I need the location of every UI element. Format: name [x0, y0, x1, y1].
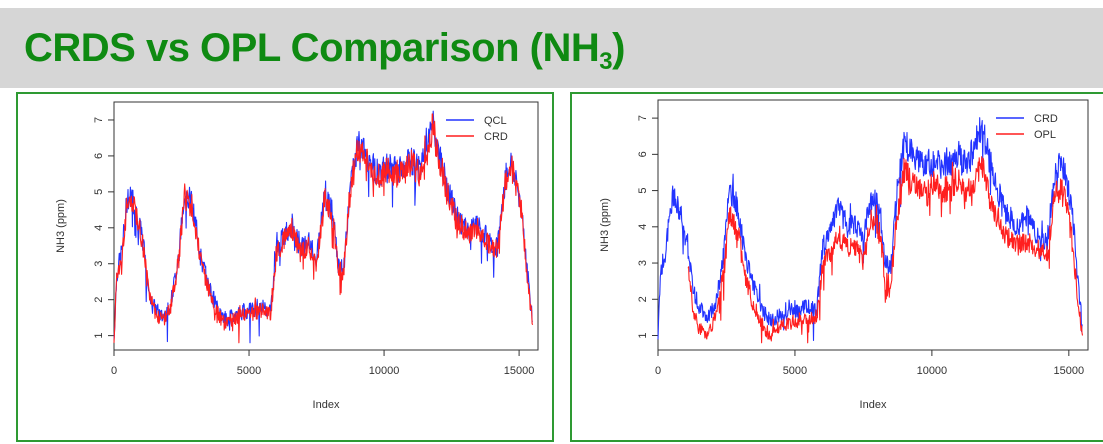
x-tick-label: 15000 [504, 365, 535, 377]
y-tick-label: 3 [637, 260, 649, 266]
x-tick-label: 10000 [369, 365, 400, 377]
y-tick-label: 2 [637, 296, 649, 302]
x-axis-label: Index [313, 399, 340, 411]
legend-label-crd: CRD [484, 131, 508, 143]
legend-label-qcl: QCL [484, 115, 507, 127]
y-tick-label: 7 [93, 117, 105, 123]
x-tick-label: 0 [655, 365, 661, 377]
x-tick-label: 5000 [783, 365, 807, 377]
y-axis-label: NH3 (ppm) [599, 198, 611, 252]
title-main: CRDS vs OPL Comparison (NH [24, 26, 599, 70]
chart-panel-right: 1 2 3 4 5 6 7 0 5000 10000 15000 Index NH3 (ppm) CRD O… [570, 92, 1103, 442]
title-subscript: 3 [599, 48, 612, 75]
series-line-crd [114, 114, 533, 343]
y-tick-label: 6 [637, 151, 649, 157]
chart-left: 1 2 3 4 5 6 7 0 5000 10000 15000 Index NH3 (ppm) QCL C… [18, 94, 556, 444]
y-tick-label: 7 [637, 115, 649, 121]
y-tick-label: 5 [637, 188, 649, 194]
series-line-opl [688, 157, 1082, 343]
legend-label-opl: OPL [1034, 129, 1056, 141]
chart-right: 1 2 3 4 5 6 7 0 5000 10000 15000 Index NH3 (ppm) CRD O… [572, 94, 1103, 444]
y-tick-label: 1 [93, 333, 105, 339]
x-tick-label: 15000 [1054, 365, 1085, 377]
chart-panel-left: 1 2 3 4 5 6 7 0 5000 10000 15000 Index NH3 (ppm) QCL C… [16, 92, 554, 442]
x-tick-label: 0 [111, 365, 117, 377]
x-axis-label: Index [860, 399, 887, 411]
y-tick-label: 1 [637, 332, 649, 338]
y-tick-label: 4 [93, 225, 105, 231]
title-bar: CRDS vs OPL Comparison (NH3) [0, 8, 1103, 88]
y-axis-label: NH3 (ppm) [55, 199, 67, 253]
y-tick-label: 2 [93, 297, 105, 303]
title-end: ) [612, 26, 625, 70]
y-tick-label: 3 [93, 261, 105, 267]
y-tick-label: 5 [93, 189, 105, 195]
x-tick-label: 5000 [237, 365, 261, 377]
y-tick-label: 6 [93, 153, 105, 159]
x-tick-label: 10000 [917, 365, 948, 377]
legend-label-crd: CRD [1034, 113, 1058, 125]
slide-title: CRDS vs OPL Comparison (NH3) [24, 26, 625, 76]
y-tick-label: 4 [637, 224, 649, 230]
